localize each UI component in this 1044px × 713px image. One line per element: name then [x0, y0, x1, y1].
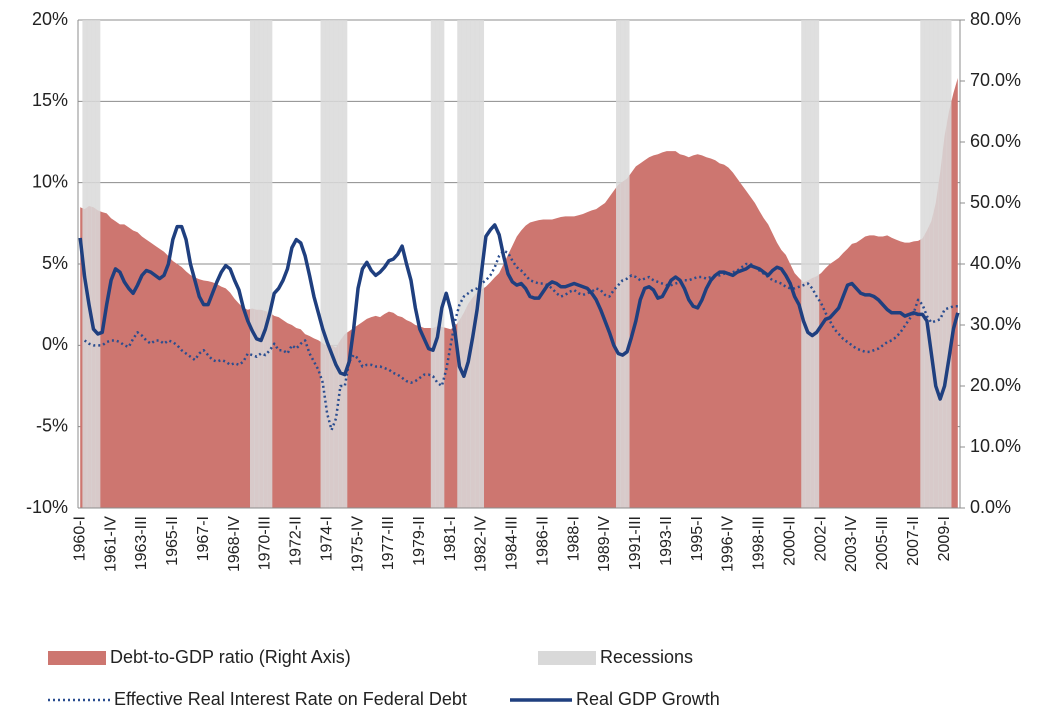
y-tick-label: -5%	[36, 415, 68, 435]
recession-bar	[466, 20, 471, 508]
recession-bar	[474, 20, 480, 508]
recession-bar	[86, 20, 92, 508]
x-tick-label: 1981-I	[442, 516, 459, 561]
recession-bar	[324, 20, 330, 508]
x-tick-label: 1986-II	[534, 516, 551, 566]
x-tick-label: 1982-IV	[473, 516, 490, 572]
recession-bar	[924, 20, 930, 508]
x-tick-label: 1991-III	[627, 516, 644, 570]
x-tick-label: 1968-IV	[226, 516, 243, 572]
y-tick-label: 10%	[32, 171, 68, 191]
recession-bar	[342, 20, 348, 508]
recession-bar	[439, 20, 445, 508]
x-tick-label: 1998-III	[751, 516, 768, 570]
x-tick-label: 1993-II	[658, 516, 675, 566]
recession-bar	[805, 20, 811, 508]
y2-tick-label: 0.0%	[970, 497, 1011, 517]
legend-label: Recessions	[600, 647, 693, 667]
x-tick-label: 1979-II	[411, 516, 428, 566]
y2-tick-label: 10.0%	[970, 436, 1021, 456]
recession-bar	[929, 20, 934, 508]
x-tick-label: 2005-III	[874, 516, 891, 570]
recession-bar	[95, 20, 101, 508]
recession-bar	[801, 20, 806, 508]
x-tick-label: 1975-IV	[349, 516, 366, 572]
legend-swatch	[538, 651, 596, 665]
y2-tick-label: 20.0%	[970, 375, 1021, 395]
area	[80, 77, 958, 508]
recession-bar	[333, 20, 339, 508]
recession-bar	[320, 20, 326, 508]
recession-bar	[937, 20, 943, 508]
y2-tick-label: 60.0%	[970, 131, 1021, 151]
y2-tick-label: 50.0%	[970, 192, 1021, 212]
legend-label: Debt-to-GDP ratio (Right Axis)	[110, 647, 351, 667]
y-tick-label: 0%	[42, 334, 68, 354]
y2-tick-label: 40.0%	[970, 253, 1021, 273]
x-tick-label: 1988-I	[565, 516, 582, 561]
recession-bar	[263, 20, 268, 508]
recession-bar	[254, 20, 260, 508]
recession-bar	[810, 20, 815, 508]
x-tick-label: 1967-I	[195, 516, 212, 561]
legend-label: Real GDP Growth	[576, 689, 720, 709]
recession-bar	[338, 20, 343, 508]
x-tick-label: 1996-IV	[720, 516, 737, 572]
recession-bar	[457, 20, 462, 508]
y-tick-label: 15%	[32, 90, 68, 110]
x-tick-label: 2007-II	[905, 516, 922, 566]
recession-bar	[470, 20, 476, 508]
y2-tick-label: 70.0%	[970, 70, 1021, 90]
x-tick-label: 1972-II	[288, 516, 305, 566]
x-tick-label: 1970-III	[257, 516, 274, 570]
x-tick-label: 2009-I	[936, 516, 953, 561]
x-tick-label: 1977-III	[380, 516, 397, 570]
x-tick-label: 1989-IV	[596, 516, 613, 572]
y-tick-label: 20%	[32, 9, 68, 29]
x-tick-label: 1960-I	[71, 516, 88, 561]
x-tick-label: 1995-I	[689, 516, 706, 561]
recession-bar	[249, 20, 255, 508]
recession-bar	[435, 20, 440, 508]
recession-bar	[942, 20, 948, 508]
recession-bar	[624, 20, 630, 508]
line	[83, 249, 958, 432]
recession-bar	[461, 20, 467, 508]
y2-tick-label: 30.0%	[970, 314, 1021, 334]
y-tick-label: -10%	[26, 497, 68, 517]
recession-bar	[933, 20, 939, 508]
x-tick-label: 1965-II	[164, 516, 181, 566]
recession-bar	[267, 20, 273, 508]
x-tick-label: 2003-IV	[843, 516, 860, 572]
x-tick-label: 2000-II	[781, 516, 798, 566]
x-tick-label: 1961-IV	[102, 516, 119, 572]
recession-bar	[620, 20, 626, 508]
recession-bar	[946, 20, 952, 508]
x-tick-label: 1974-I	[318, 516, 335, 561]
y-tick-label: 5%	[42, 253, 68, 273]
recession-bar	[920, 20, 926, 508]
recession-bar	[258, 20, 264, 508]
y2-tick-label: 80.0%	[970, 9, 1021, 29]
recession-bar	[329, 20, 335, 508]
legend-swatch	[48, 651, 106, 665]
legend-label: Effective Real Interest Rate on Federal …	[114, 689, 467, 709]
x-tick-label: 1963-III	[133, 516, 150, 570]
recession-bar	[814, 20, 820, 508]
line	[78, 223, 960, 401]
x-tick-label: 2002-I	[812, 516, 829, 561]
x-tick-label: 1984-III	[504, 516, 521, 570]
recession-bar	[616, 20, 621, 508]
recession-bar	[430, 20, 436, 508]
recession-bar	[91, 20, 96, 508]
